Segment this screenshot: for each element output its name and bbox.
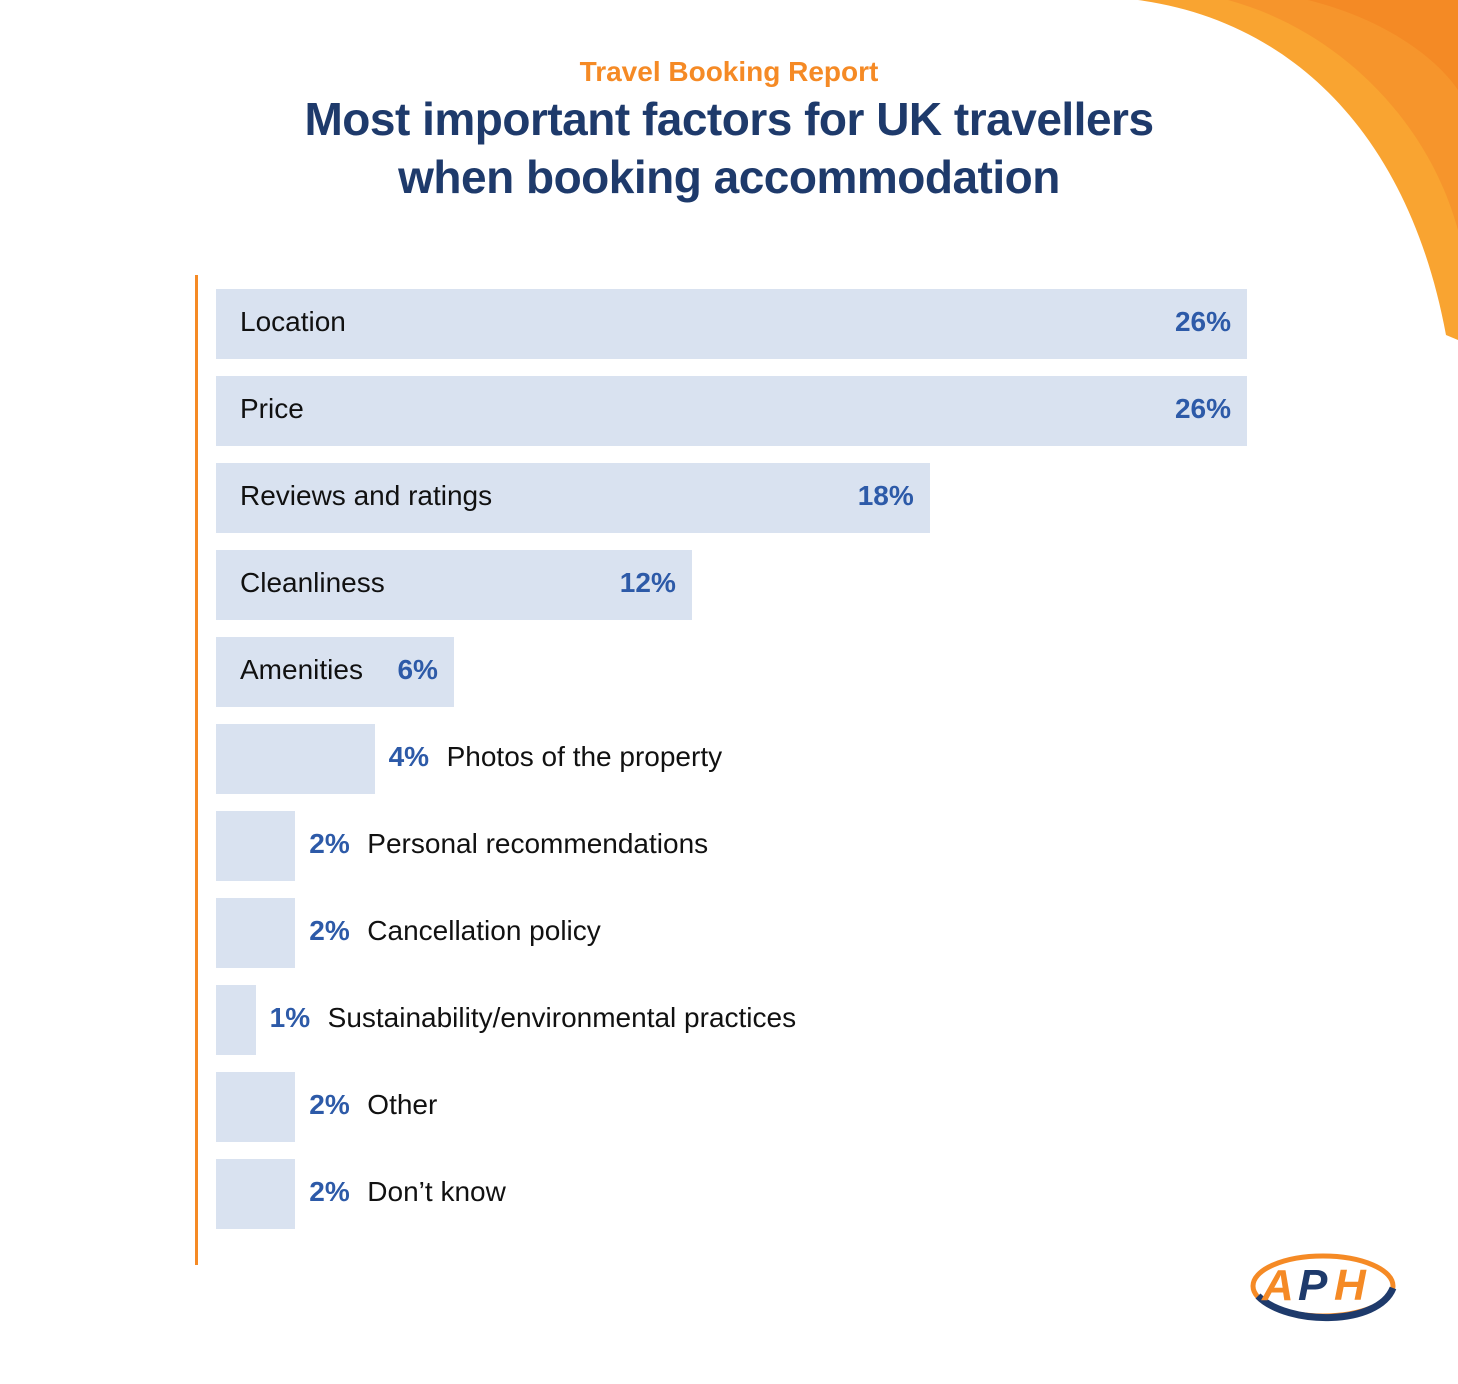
bar-label: Location	[240, 306, 346, 337]
bar-label: Cleanliness	[240, 567, 385, 598]
svg-text:H: H	[1334, 1261, 1367, 1310]
bar-3	[216, 550, 692, 620]
bar-label: Amenities	[240, 654, 363, 685]
value-label: 12%	[619, 567, 676, 598]
bar-7	[216, 898, 296, 968]
bar-1	[216, 376, 1247, 446]
value-label: 2%	[309, 1176, 350, 1207]
svg-text:P: P	[1298, 1261, 1328, 1310]
value-label: 2%	[309, 915, 350, 946]
value-label: 26%	[1174, 306, 1231, 337]
bar-4	[216, 637, 454, 707]
bar-10	[216, 1159, 296, 1229]
value-label: 2%	[309, 1089, 350, 1120]
bar-0	[216, 289, 1247, 359]
chart-title: Most important factors for UK travellers…	[0, 90, 1458, 206]
bar-label: Cancellation policy	[367, 915, 601, 946]
report-kicker: Travel Booking Report	[579, 56, 879, 87]
title-line-2: when booking accommodation	[398, 151, 1060, 203]
value-label: 1%	[269, 1002, 311, 1033]
bar-label: Don’t know	[367, 1176, 506, 1207]
value-label: 6%	[397, 654, 438, 685]
bar-label: Other	[367, 1089, 438, 1120]
title-line-1: Most important factors for UK travellers	[304, 93, 1154, 145]
bar-label: Personal recommendations	[367, 828, 709, 859]
aph-logo: A P H	[1250, 1253, 1397, 1321]
bar-label: Price	[240, 393, 304, 424]
bar-label: Sustainability/environmental practices	[327, 1002, 797, 1033]
bar-label: Reviews and ratings	[240, 480, 493, 511]
svg-text:A: A	[1261, 1261, 1294, 1310]
orange-swoosh-decoration	[1138, 0, 1458, 340]
bar-5	[216, 724, 375, 794]
bar-9	[216, 1072, 296, 1142]
value-label: 18%	[857, 480, 914, 511]
value-label: 2%	[309, 828, 350, 859]
bar-label: Photos of the property	[446, 741, 723, 772]
value-label: 4%	[388, 741, 430, 772]
bar-6	[216, 811, 296, 881]
chart-axis-line	[195, 275, 198, 1265]
bar-8	[216, 985, 256, 1055]
bar-2	[216, 463, 930, 533]
value-label: 26%	[1174, 393, 1231, 424]
